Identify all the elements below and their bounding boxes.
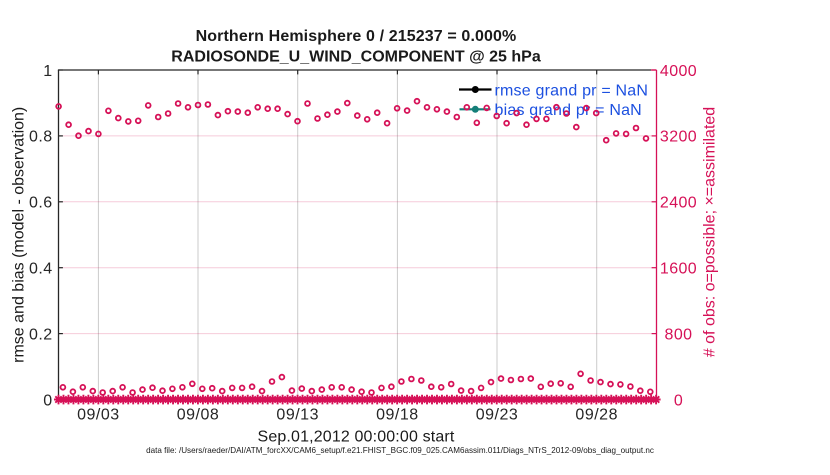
svg-text:0: 0 [674, 392, 683, 409]
svg-text:0.8: 0.8 [29, 129, 52, 146]
svg-text:0.4: 0.4 [29, 261, 52, 278]
svg-text:2400: 2400 [660, 195, 697, 212]
svg-text:1: 1 [43, 63, 52, 80]
svg-text:0.6: 0.6 [29, 195, 52, 212]
svg-text:09/03: 09/03 [77, 406, 120, 423]
svg-text:09/18: 09/18 [376, 406, 419, 423]
svg-text:09/13: 09/13 [276, 406, 319, 423]
svg-text:RADIOSONDE_U_WIND_COMPONENT @: RADIOSONDE_U_WIND_COMPONENT @ 25 hPa [171, 48, 541, 65]
svg-text:data file: /Users/raeder/DAI/A: data file: /Users/raeder/DAI/ATM_forcXX/… [146, 446, 654, 455]
svg-text:4000: 4000 [660, 63, 697, 80]
svg-text:800: 800 [665, 326, 693, 343]
svg-text:rmse and bias (model - observa: rmse and bias (model - observation) [11, 107, 28, 363]
svg-text:Sep.01,2012 00:00:00 start: Sep.01,2012 00:00:00 start [258, 429, 455, 446]
svg-text:0: 0 [43, 392, 52, 409]
svg-text:09/28: 09/28 [575, 406, 618, 423]
svg-text:rmse grand pr = NaN: rmse grand pr = NaN [495, 82, 649, 99]
svg-text:09/08: 09/08 [177, 406, 220, 423]
svg-text:bias grand pr = NaN: bias grand pr = NaN [495, 102, 642, 119]
svg-text:1600: 1600 [660, 261, 697, 278]
svg-text:# of obs: o=possible; ×=assimi: # of obs: o=possible; ×=assimilated [702, 107, 719, 357]
svg-text:Northern Hemisphere 0 / 215237: Northern Hemisphere 0 / 215237 = 0.000% [196, 28, 517, 45]
svg-text:0.2: 0.2 [29, 326, 52, 343]
svg-text:09/23: 09/23 [476, 406, 519, 423]
svg-text:3200: 3200 [660, 129, 697, 146]
